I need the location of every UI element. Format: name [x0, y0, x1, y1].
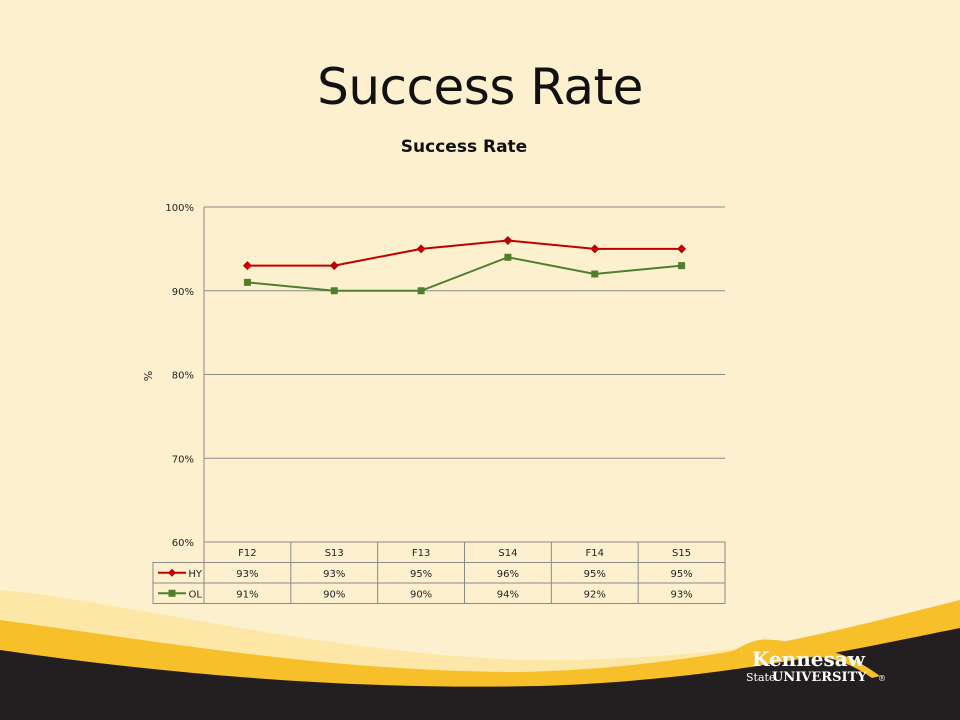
- x-tick-label: S14: [498, 548, 517, 559]
- data-label: 95%: [670, 569, 692, 580]
- data-label: 96%: [497, 569, 519, 580]
- chart-title: Success Rate: [401, 137, 527, 157]
- data-point-ol: [504, 253, 512, 261]
- y-axis-title: %: [142, 371, 155, 381]
- university-logo: Kennesaw State UNIVERSITY ®: [686, 639, 886, 685]
- legend-label-hy: HY: [188, 569, 203, 580]
- legend-label-ol: OL: [189, 589, 203, 600]
- data-point-ol: [591, 270, 599, 278]
- legend-marker-ol: [168, 589, 176, 597]
- logo-line1: Kennesaw: [752, 647, 866, 671]
- data-point-ol: [417, 287, 425, 295]
- y-tick-label: 60%: [172, 538, 194, 549]
- data-label: 94%: [497, 589, 519, 600]
- logo-line2a: State: [746, 671, 775, 684]
- y-tick-label: 100%: [165, 203, 194, 214]
- line-chart: Success Rate% 60% 70% 80% 90% 100% F12 S13 F13 S1…: [142, 137, 726, 604]
- data-point-hy: [416, 244, 426, 254]
- data-label: 93%: [236, 569, 258, 580]
- data-label: 91%: [236, 589, 258, 600]
- y-tick-label: 70%: [172, 454, 194, 465]
- x-tick-label: S13: [325, 548, 344, 559]
- slide-title: Success Rate: [317, 58, 643, 116]
- series-line-ol: [247, 256, 682, 292]
- dark-band: [0, 628, 960, 720]
- data-label: 95%: [584, 569, 606, 580]
- logo-mark: ®: [878, 674, 886, 683]
- data-point-ol: [678, 262, 686, 270]
- legend-marker-hy: [168, 568, 176, 577]
- y-tick-label: 80%: [172, 371, 194, 382]
- data-label: 95%: [410, 569, 432, 580]
- data-label: 93%: [670, 589, 692, 600]
- data-point-ol: [243, 278, 251, 286]
- logo-mountain-icon: [686, 639, 880, 678]
- data-label: 90%: [410, 589, 432, 600]
- logo-line2b: UNIVERSITY: [772, 670, 867, 685]
- x-tick-label: F12: [238, 548, 256, 559]
- y-tick-label: 90%: [172, 287, 194, 298]
- data-point-hy: [242, 261, 252, 271]
- data-label: 90%: [323, 589, 345, 600]
- x-tick-label: F13: [412, 548, 430, 559]
- series-line-hy: [247, 239, 682, 267]
- data-label: 92%: [584, 589, 606, 600]
- data-point-hy: [677, 244, 687, 254]
- data-label: 93%: [323, 569, 345, 580]
- x-tick-label: F14: [586, 548, 604, 559]
- data-point-hy: [590, 244, 600, 254]
- x-tick-label: S15: [672, 548, 691, 559]
- data-point-hy: [503, 236, 513, 245]
- data-point-ol: [330, 287, 338, 295]
- data-point-hy: [329, 261, 339, 271]
